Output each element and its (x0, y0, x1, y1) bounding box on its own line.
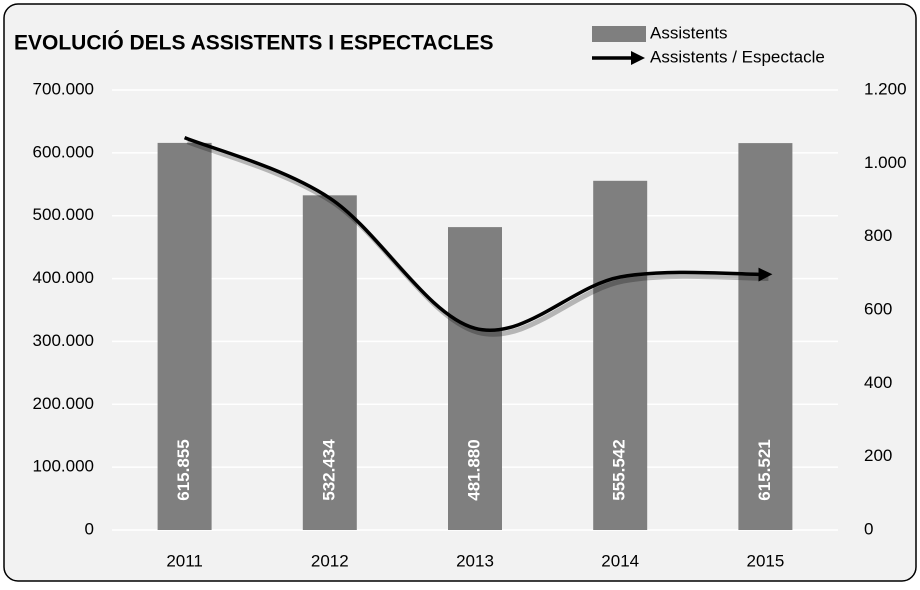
bar (302, 195, 357, 530)
y2-tick-label: 0 (864, 519, 873, 538)
bar (157, 142, 212, 530)
y2-tick-label: 400 (864, 373, 892, 392)
line-shadow (186, 139, 769, 337)
x-tick-label: 2014 (601, 551, 639, 570)
legend-label: Assistents / Espectacle (650, 47, 825, 66)
y-tick-label: 400.000 (33, 268, 94, 287)
y-tick-label: 200.000 (33, 394, 94, 413)
y2-tick-label: 1.000 (864, 153, 907, 172)
y-tick-label: 700.000 (33, 79, 94, 98)
y2-tick-label: 800 (864, 226, 892, 245)
value-label: 615.855 (174, 439, 193, 500)
value-label: 532.434 (319, 439, 338, 501)
y-tick-label: 0 (85, 519, 94, 538)
x-tick-label: 2011 (166, 551, 203, 570)
legend-label: Assistents (650, 23, 727, 42)
chart-title: EVOLUCIÓ DELS ASSISTENTS I ESPECTACLES (14, 31, 494, 55)
x-tick-label: 2015 (746, 551, 784, 570)
bar (738, 143, 793, 531)
legend-swatch (592, 26, 646, 42)
x-tick-label: 2013 (456, 551, 494, 570)
y-tick-label: 600.000 (33, 142, 94, 161)
y2-tick-label: 1.200 (864, 79, 907, 98)
value-label: 555.542 (610, 439, 629, 500)
x-tick-label: 2012 (311, 551, 349, 570)
y2-tick-label: 200 (864, 446, 892, 465)
value-label: 615.521 (755, 439, 774, 500)
y2-tick-label: 600 (864, 299, 892, 318)
line (183, 136, 773, 332)
y-tick-label: 500.000 (33, 205, 94, 224)
y-tick-label: 300.000 (33, 331, 94, 350)
bar (448, 227, 502, 530)
value-label: 481.880 (464, 439, 483, 500)
y-tick-label: 100.000 (33, 457, 94, 476)
bar (593, 180, 648, 530)
